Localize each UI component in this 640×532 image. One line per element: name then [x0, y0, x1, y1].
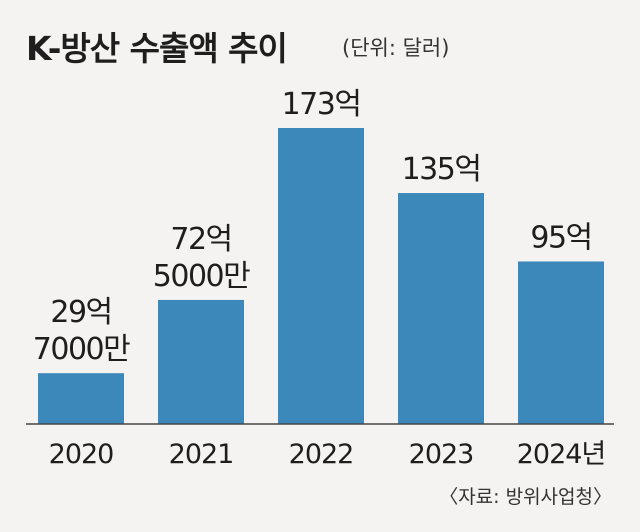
- bar-2023: [398, 193, 484, 424]
- value-label: 7000만: [33, 332, 130, 367]
- category-label: 2023: [409, 439, 474, 470]
- value-label: 72억: [170, 222, 231, 257]
- value-label: 29억: [50, 295, 111, 330]
- value-label: 135억: [402, 152, 481, 187]
- chart-title: K-방산 수출액 추이: [26, 29, 288, 68]
- category-label: 2021: [169, 439, 234, 470]
- bar-2020: [38, 373, 124, 424]
- category-label: 2022: [289, 439, 354, 470]
- source-note: 〈자료: 방위사업청〉: [439, 486, 612, 508]
- bar-2024년: [518, 261, 604, 424]
- bar-2022: [278, 128, 364, 424]
- category-label: 2024년: [517, 439, 606, 470]
- bar-2021: [158, 299, 244, 424]
- value-label: 173억: [282, 87, 361, 122]
- category-label: 2020: [49, 439, 114, 470]
- value-label: 95억: [530, 220, 591, 255]
- value-label: 5000만: [153, 259, 250, 294]
- unit-note: (단위: 달러): [342, 36, 450, 60]
